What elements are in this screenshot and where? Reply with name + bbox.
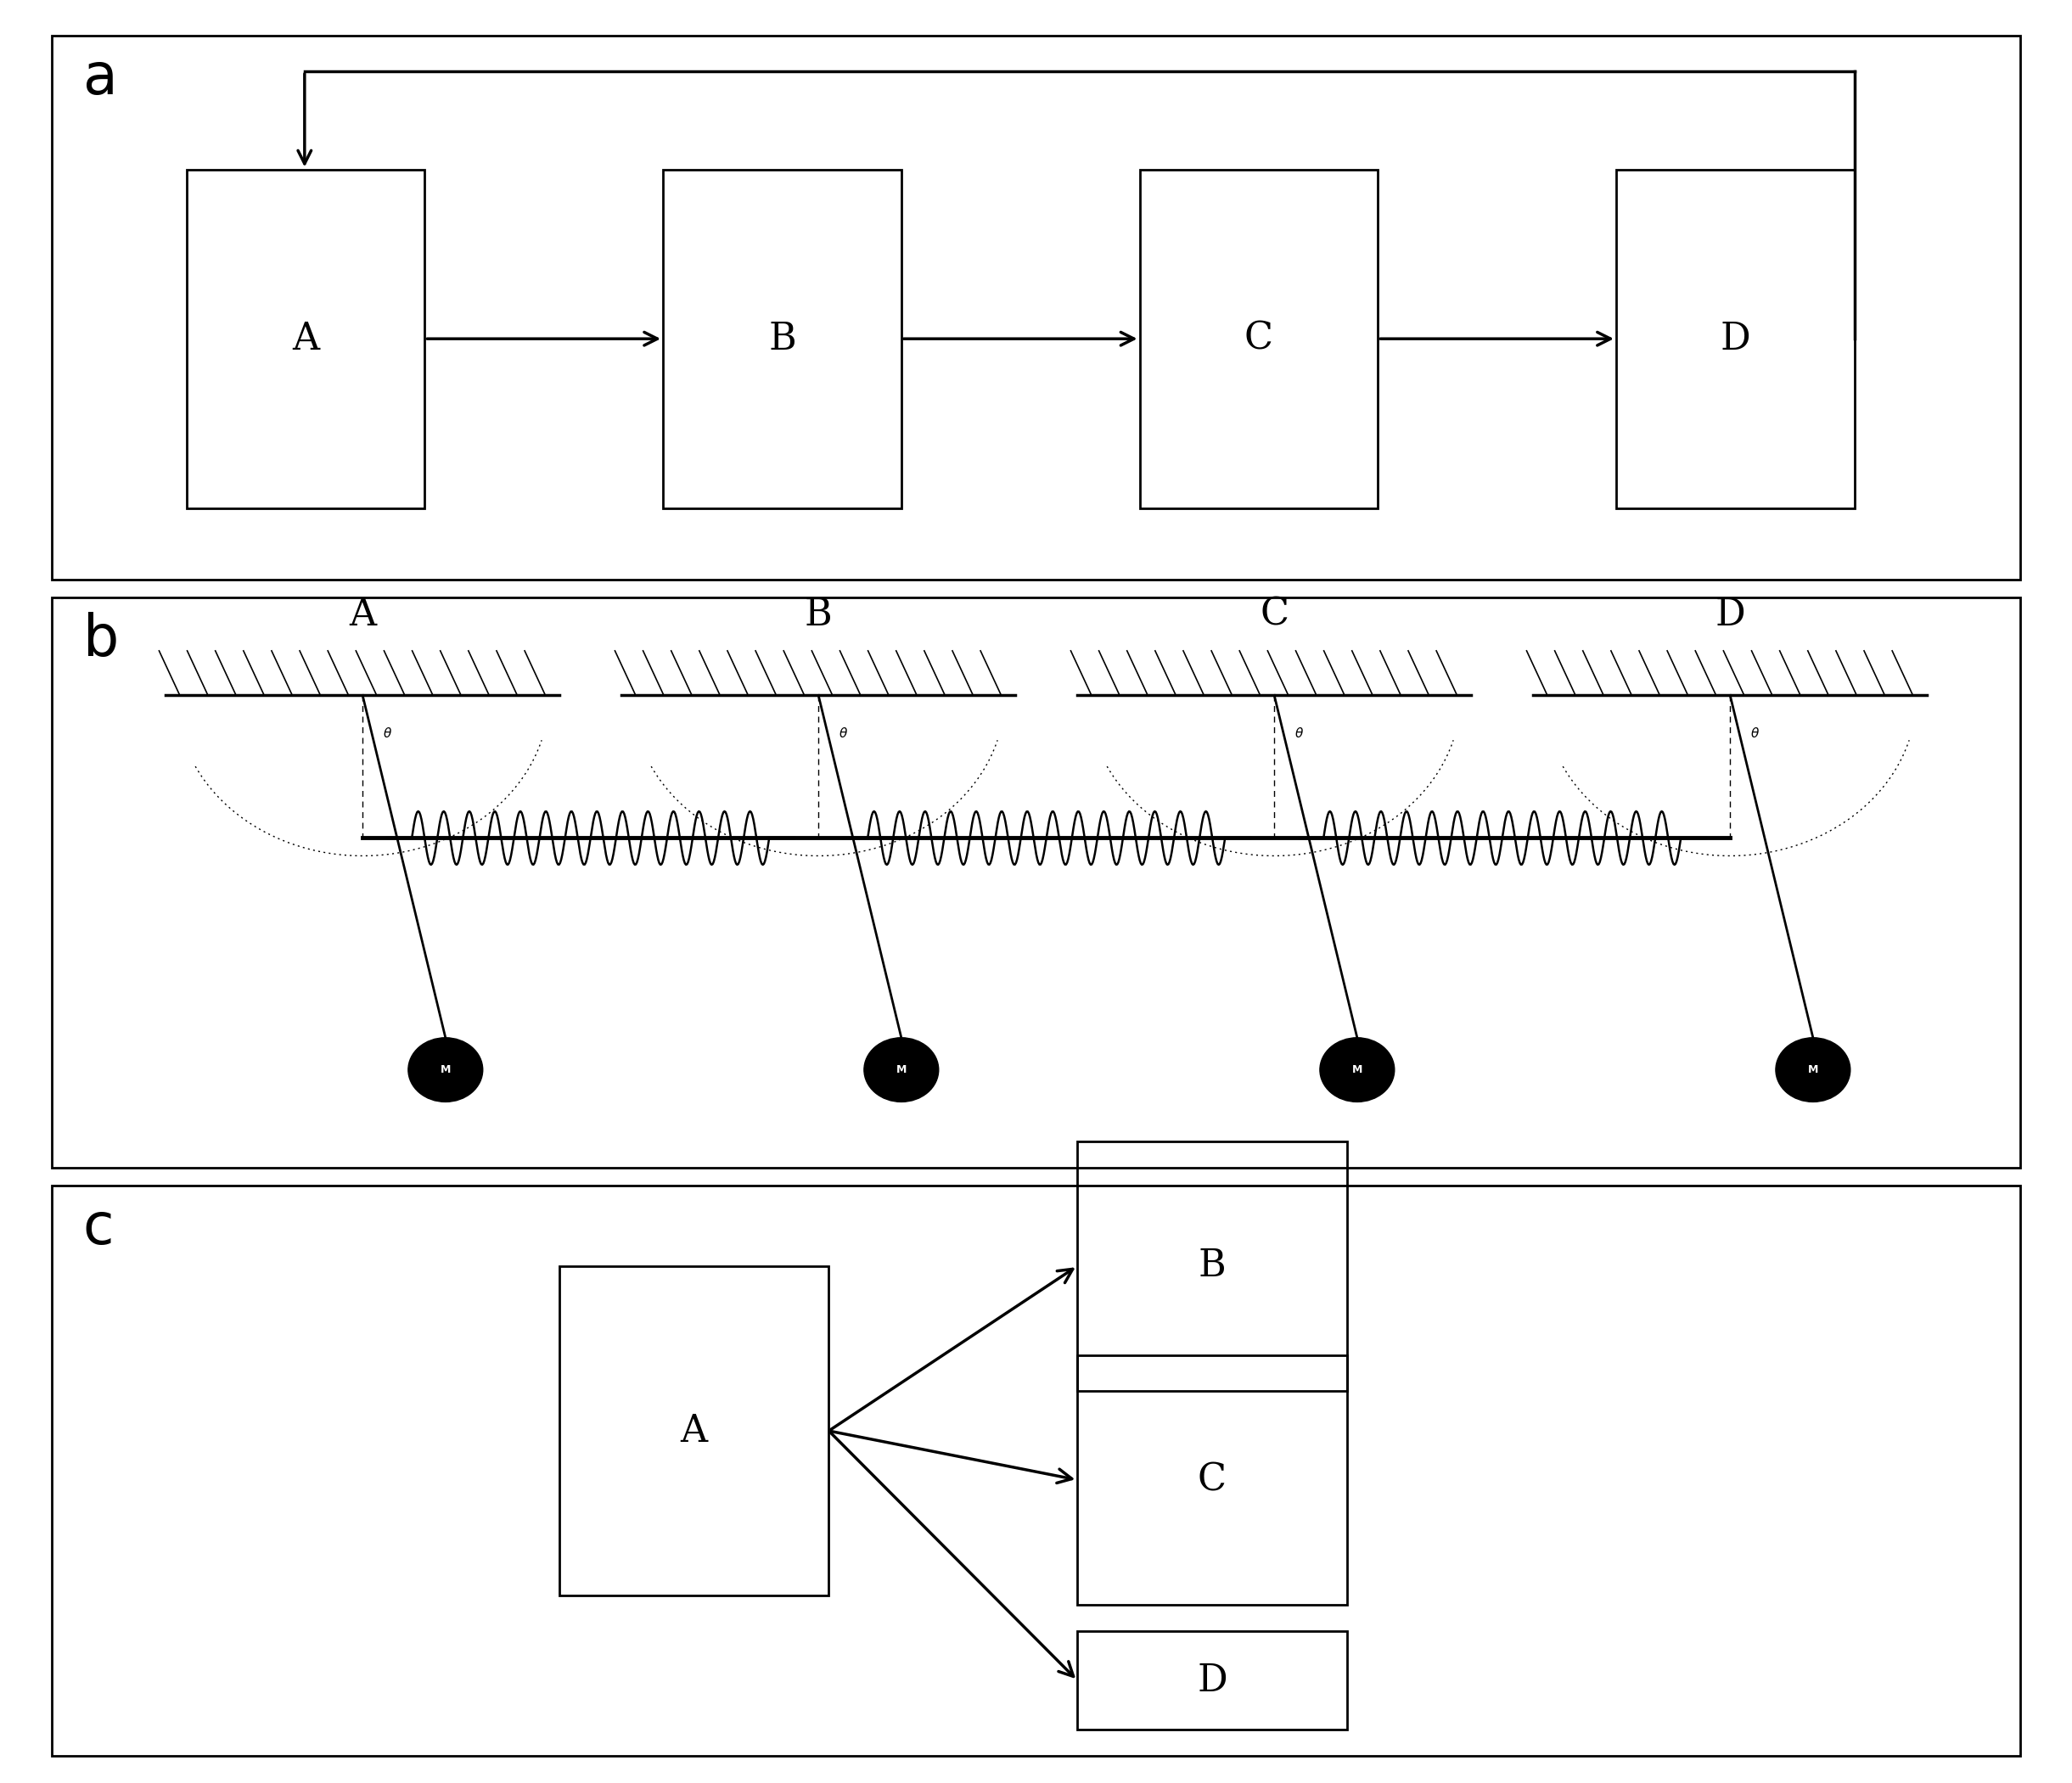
Circle shape	[1776, 1038, 1850, 1102]
Text: θ: θ	[1751, 727, 1759, 740]
Text: A: A	[348, 596, 377, 633]
Text: D: D	[1198, 1662, 1227, 1699]
Text: B: B	[1198, 1248, 1227, 1284]
Bar	[663, 169, 901, 508]
Text: B: B	[769, 321, 796, 357]
Text: C: C	[1260, 596, 1289, 633]
Text: D: D	[1716, 596, 1745, 633]
Text: θ: θ	[383, 727, 392, 740]
Bar	[559, 1266, 829, 1596]
Text: A: A	[680, 1412, 709, 1450]
Bar	[1077, 1141, 1347, 1391]
Text: θ: θ	[839, 727, 847, 740]
Text: M: M	[1807, 1064, 1819, 1075]
Text: a: a	[83, 50, 118, 105]
Text: c: c	[83, 1200, 114, 1255]
Bar	[1140, 169, 1378, 508]
Bar	[52, 1186, 2020, 1756]
Bar	[1616, 169, 1854, 508]
Text: M: M	[439, 1064, 452, 1075]
Circle shape	[864, 1038, 939, 1102]
Text: A: A	[292, 321, 319, 357]
Text: C: C	[1245, 321, 1272, 357]
Text: M: M	[895, 1064, 908, 1075]
Text: C: C	[1198, 1462, 1227, 1498]
Text: b: b	[83, 612, 118, 667]
Text: θ: θ	[1295, 727, 1303, 740]
Text: D: D	[1720, 321, 1751, 357]
Bar	[1077, 1355, 1347, 1605]
Bar	[186, 169, 425, 508]
Bar	[1077, 1631, 1347, 1730]
Bar	[52, 36, 2020, 579]
Circle shape	[1320, 1038, 1394, 1102]
Circle shape	[408, 1038, 483, 1102]
Bar	[52, 597, 2020, 1168]
Text: B: B	[804, 596, 833, 633]
Text: M: M	[1351, 1064, 1363, 1075]
